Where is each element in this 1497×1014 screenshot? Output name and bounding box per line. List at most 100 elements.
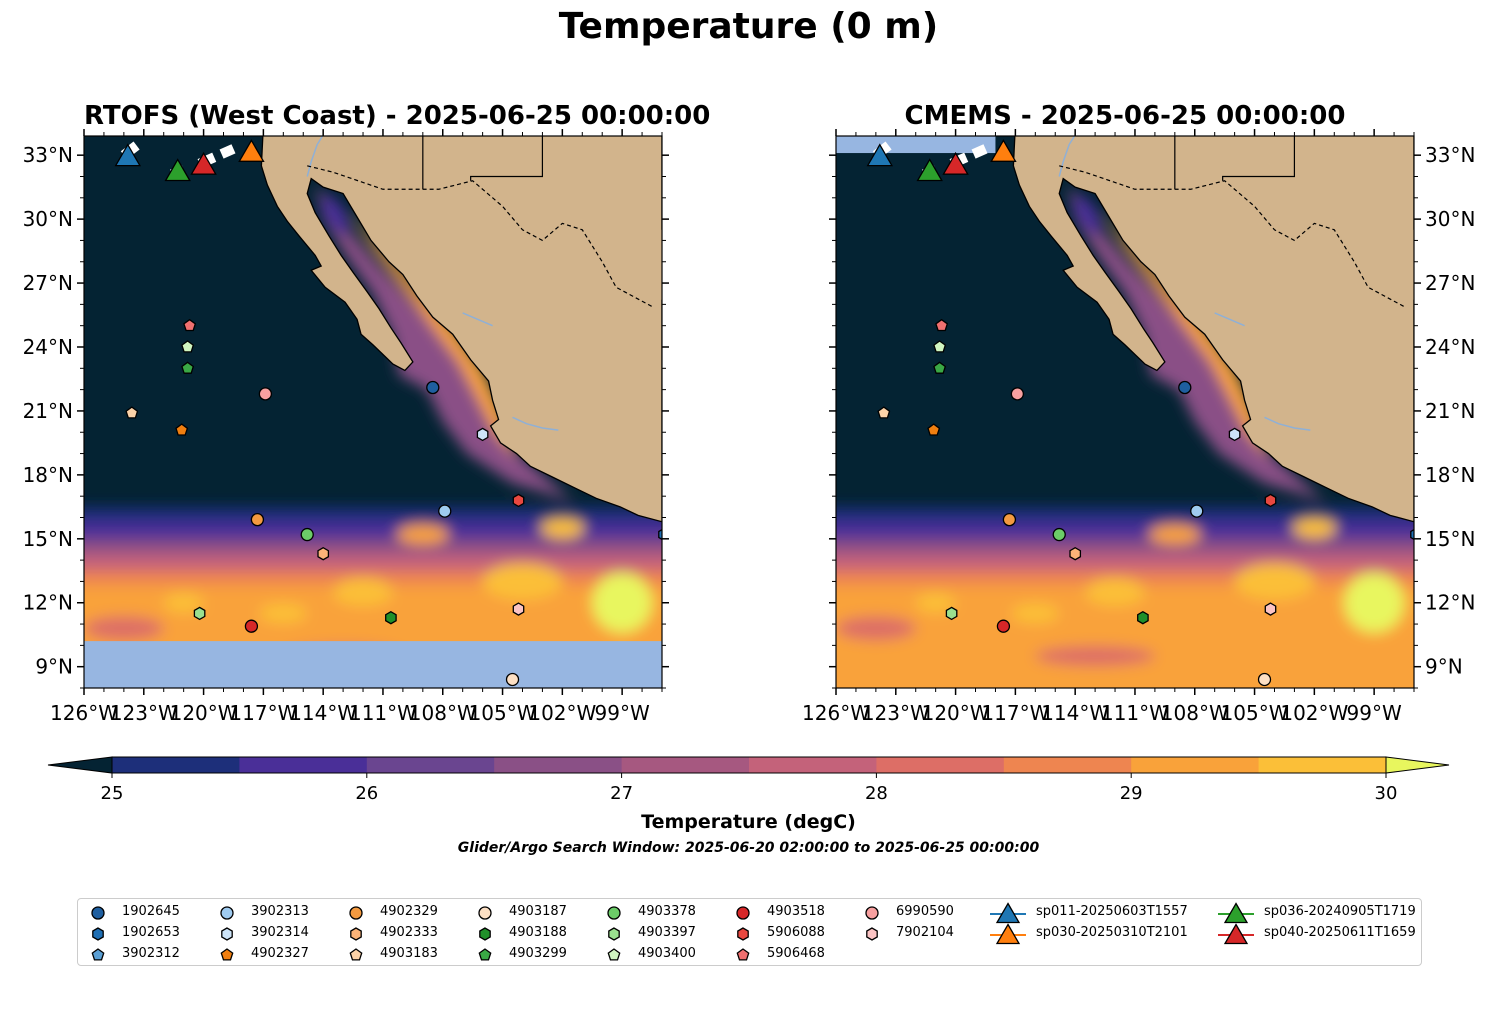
- legend-marker-icon: [865, 906, 879, 920]
- legend-marker-icon: [1223, 923, 1249, 945]
- lat-tick-label: 15°N: [23, 527, 73, 551]
- float-3902314: [476, 427, 489, 442]
- lat-tick-label: 21°N: [23, 399, 73, 423]
- lon-tick-label: 111°W: [1101, 701, 1169, 725]
- colorbar-tick-label: 30: [1375, 783, 1398, 804]
- legend-marker-icon: [1223, 902, 1249, 924]
- legend-label: 4903188: [509, 925, 567, 940]
- legend-marker-icon: [220, 906, 234, 920]
- lat-tick-label: 12°N: [1425, 591, 1475, 615]
- colorbar-tick-label: 25: [101, 783, 124, 804]
- lat-tick-label: 12°N: [23, 591, 73, 615]
- glider-sp040-20250611T1659: [190, 151, 217, 175]
- lat-tick-label: 18°N: [1425, 463, 1475, 487]
- colorbar-tick-label: 27: [610, 783, 633, 804]
- float-4902333: [1069, 546, 1082, 561]
- lat-tick-label: 24°N: [1425, 335, 1475, 359]
- legend: 1902645 1902653 3902312 3902313 3902314 49023…: [77, 898, 1422, 966]
- lat-tick-label: 33°N: [1425, 143, 1475, 167]
- float-6990590: [258, 387, 273, 401]
- legend-marker-icon: [736, 906, 750, 920]
- float-7902104: [1264, 602, 1277, 616]
- lon-tick-label: 99°W: [595, 701, 650, 725]
- glider-sp040-20250611T1659: [942, 151, 969, 175]
- panel-title-rtofs: RTOFS (West Coast) - 2025-06-25 00:00:00: [84, 101, 711, 131]
- lat-tick-label: 18°N: [23, 463, 73, 487]
- search-window-note: Glider/Argo Search Window: 2025-06-20 02…: [457, 840, 1040, 856]
- legend-label: 3902313: [251, 904, 309, 919]
- legend-marker-icon: [220, 948, 234, 961]
- lon-tick-label: 105°W: [469, 701, 537, 725]
- glider-sp030-20250310T2101: [238, 139, 265, 162]
- float-4903378: [1052, 527, 1066, 542]
- legend-label: 4903299: [509, 946, 567, 961]
- legend-label: 4903518: [767, 904, 825, 919]
- lat-tick-label: 27°N: [1425, 271, 1475, 295]
- lat-tick-label: 30°N: [23, 207, 73, 231]
- legend-marker-icon: [349, 906, 363, 920]
- glider-sp036-20240905T1719: [916, 158, 943, 182]
- legend-label: 5906088: [767, 925, 825, 940]
- legend-label: 4903397: [638, 925, 696, 940]
- lon-tick-label: 102°W: [528, 701, 596, 725]
- float-5906468: [183, 318, 197, 332]
- lat-tick-label: 9°N: [1425, 655, 1463, 679]
- legend-label: 4903378: [638, 904, 696, 919]
- legend-marker-icon: [478, 948, 492, 961]
- lon-tick-label: 108°W: [1161, 701, 1229, 725]
- legend-label: 4903400: [638, 946, 696, 961]
- float-5906088: [512, 493, 525, 508]
- lon-tick-label: 114°W: [289, 701, 357, 725]
- map-panel-rtofs: 126°W123°W120°W117°W114°W111°W108°W105°W…: [23, 129, 669, 725]
- float-7902104: [512, 602, 525, 616]
- country-border: [1059, 165, 1405, 308]
- land-mass: [1012, 136, 1414, 523]
- lon-tick-label: 117°W: [981, 701, 1049, 725]
- lon-tick-label: 108°W: [409, 701, 477, 725]
- legend-marker-icon: [608, 927, 620, 941]
- colorbar-tick-label: 26: [355, 783, 378, 804]
- float-4903299: [933, 361, 947, 374]
- glider-sp030-20250310T2101: [990, 139, 1017, 162]
- float-1902645: [1178, 380, 1192, 395]
- legend-marker-icon: [607, 948, 621, 961]
- legend-label: 4903183: [380, 946, 438, 961]
- figure-title: Temperature (0 m): [558, 6, 939, 47]
- float-4902333: [317, 546, 330, 561]
- colorbar-label: Temperature (degC): [641, 811, 856, 833]
- lat-tick-label: 24°N: [23, 335, 73, 359]
- float-4903188: [385, 610, 397, 625]
- glider-sp036-20240905T1719: [164, 158, 191, 182]
- float-3902314: [1228, 427, 1241, 442]
- legend-marker-icon: [349, 948, 363, 961]
- legend-label: 3902314: [251, 925, 309, 940]
- lon-tick-label: 126°W: [802, 701, 870, 725]
- lat-tick-label: 9°N: [35, 655, 73, 679]
- legend-label: 4902333: [380, 925, 438, 940]
- legend-marker-icon: [995, 923, 1021, 945]
- float-4903188: [1137, 610, 1149, 625]
- legend-label: sp011-20250603T1557: [1036, 904, 1188, 919]
- legend-marker-icon: [479, 927, 491, 941]
- legend-marker-icon: [350, 927, 362, 941]
- lat-tick-label: 30°N: [1425, 207, 1475, 231]
- legend-marker-icon: [995, 902, 1021, 924]
- lon-tick-label: 111°W: [349, 701, 417, 725]
- float-4903187: [505, 672, 520, 687]
- legend-marker-icon: [92, 927, 104, 941]
- glider-sp011-20250603T1557: [114, 143, 142, 167]
- legend-label: 5906468: [767, 946, 825, 961]
- float-1902653: [658, 528, 662, 541]
- float-3902313: [1190, 504, 1204, 518]
- float-4903400: [181, 340, 195, 353]
- legend-marker-icon: [91, 906, 105, 920]
- float-5906088: [1264, 493, 1277, 508]
- float-4903400: [933, 340, 947, 353]
- lon-tick-label: 126°W: [50, 701, 118, 725]
- legend-label: 4902329: [380, 904, 438, 919]
- land-mass: [260, 136, 662, 523]
- legend-label: 4903187: [509, 904, 567, 919]
- float-6990590: [1010, 387, 1025, 401]
- glider-sp011-20250603T1557: [866, 143, 894, 167]
- lat-tick-label: 15°N: [1425, 527, 1475, 551]
